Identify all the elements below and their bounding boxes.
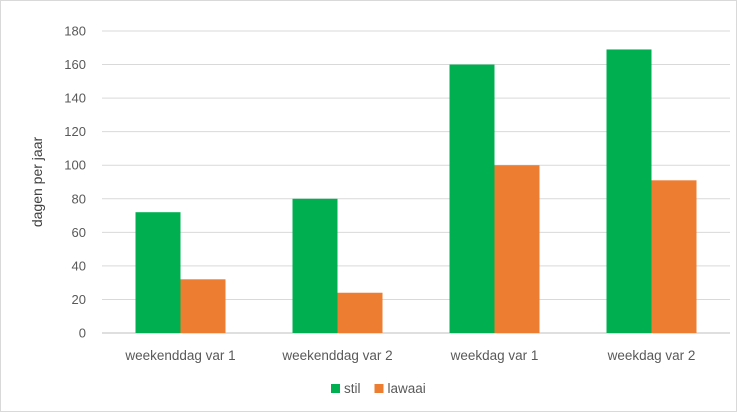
y-tick-label: 60: [72, 225, 86, 240]
x-category-label: weekdag var 2: [607, 348, 696, 363]
bar-lawaai: [337, 292, 383, 333]
y-tick-label: 80: [72, 191, 86, 206]
bar-lawaai: [494, 165, 540, 333]
x-category-label: weekenddag var 1: [124, 348, 235, 363]
legend-label-lawaai: lawaai: [388, 381, 426, 396]
bar-stil: [292, 198, 338, 333]
legend-label-stil: stil: [344, 381, 361, 396]
y-tick-label: 100: [64, 158, 86, 173]
legend-swatch-stil: [331, 384, 340, 393]
y-tick-label: 40: [72, 258, 86, 273]
bar-lawaai: [651, 180, 697, 333]
bars: [135, 49, 697, 334]
y-axis-title: dagen per jaar: [29, 137, 45, 228]
y-axis-ticks: 0 20 40 60 80 100 120 140 160 180: [64, 24, 86, 341]
y-tick-label: 20: [72, 292, 86, 307]
y-tick-label: 160: [64, 57, 86, 72]
bar-stil: [449, 64, 495, 334]
y-tick-label: 140: [64, 91, 86, 106]
y-tick-label: 120: [64, 124, 86, 139]
bar-stil: [135, 212, 181, 333]
x-category-label: weekdag var 1: [450, 348, 539, 363]
legend-swatch-lawaai: [374, 384, 384, 393]
x-axis-categories: weekenddag var 1 weekenddag var 2 weekdag …: [124, 348, 695, 363]
bar-stil: [606, 49, 652, 333]
bar-lawaai: [180, 279, 226, 333]
y-tick-label: 0: [79, 326, 86, 341]
y-tick-label: 180: [64, 24, 86, 39]
legend: stil lawaai: [331, 381, 426, 396]
x-category-label: weekenddag var 2: [281, 348, 392, 363]
